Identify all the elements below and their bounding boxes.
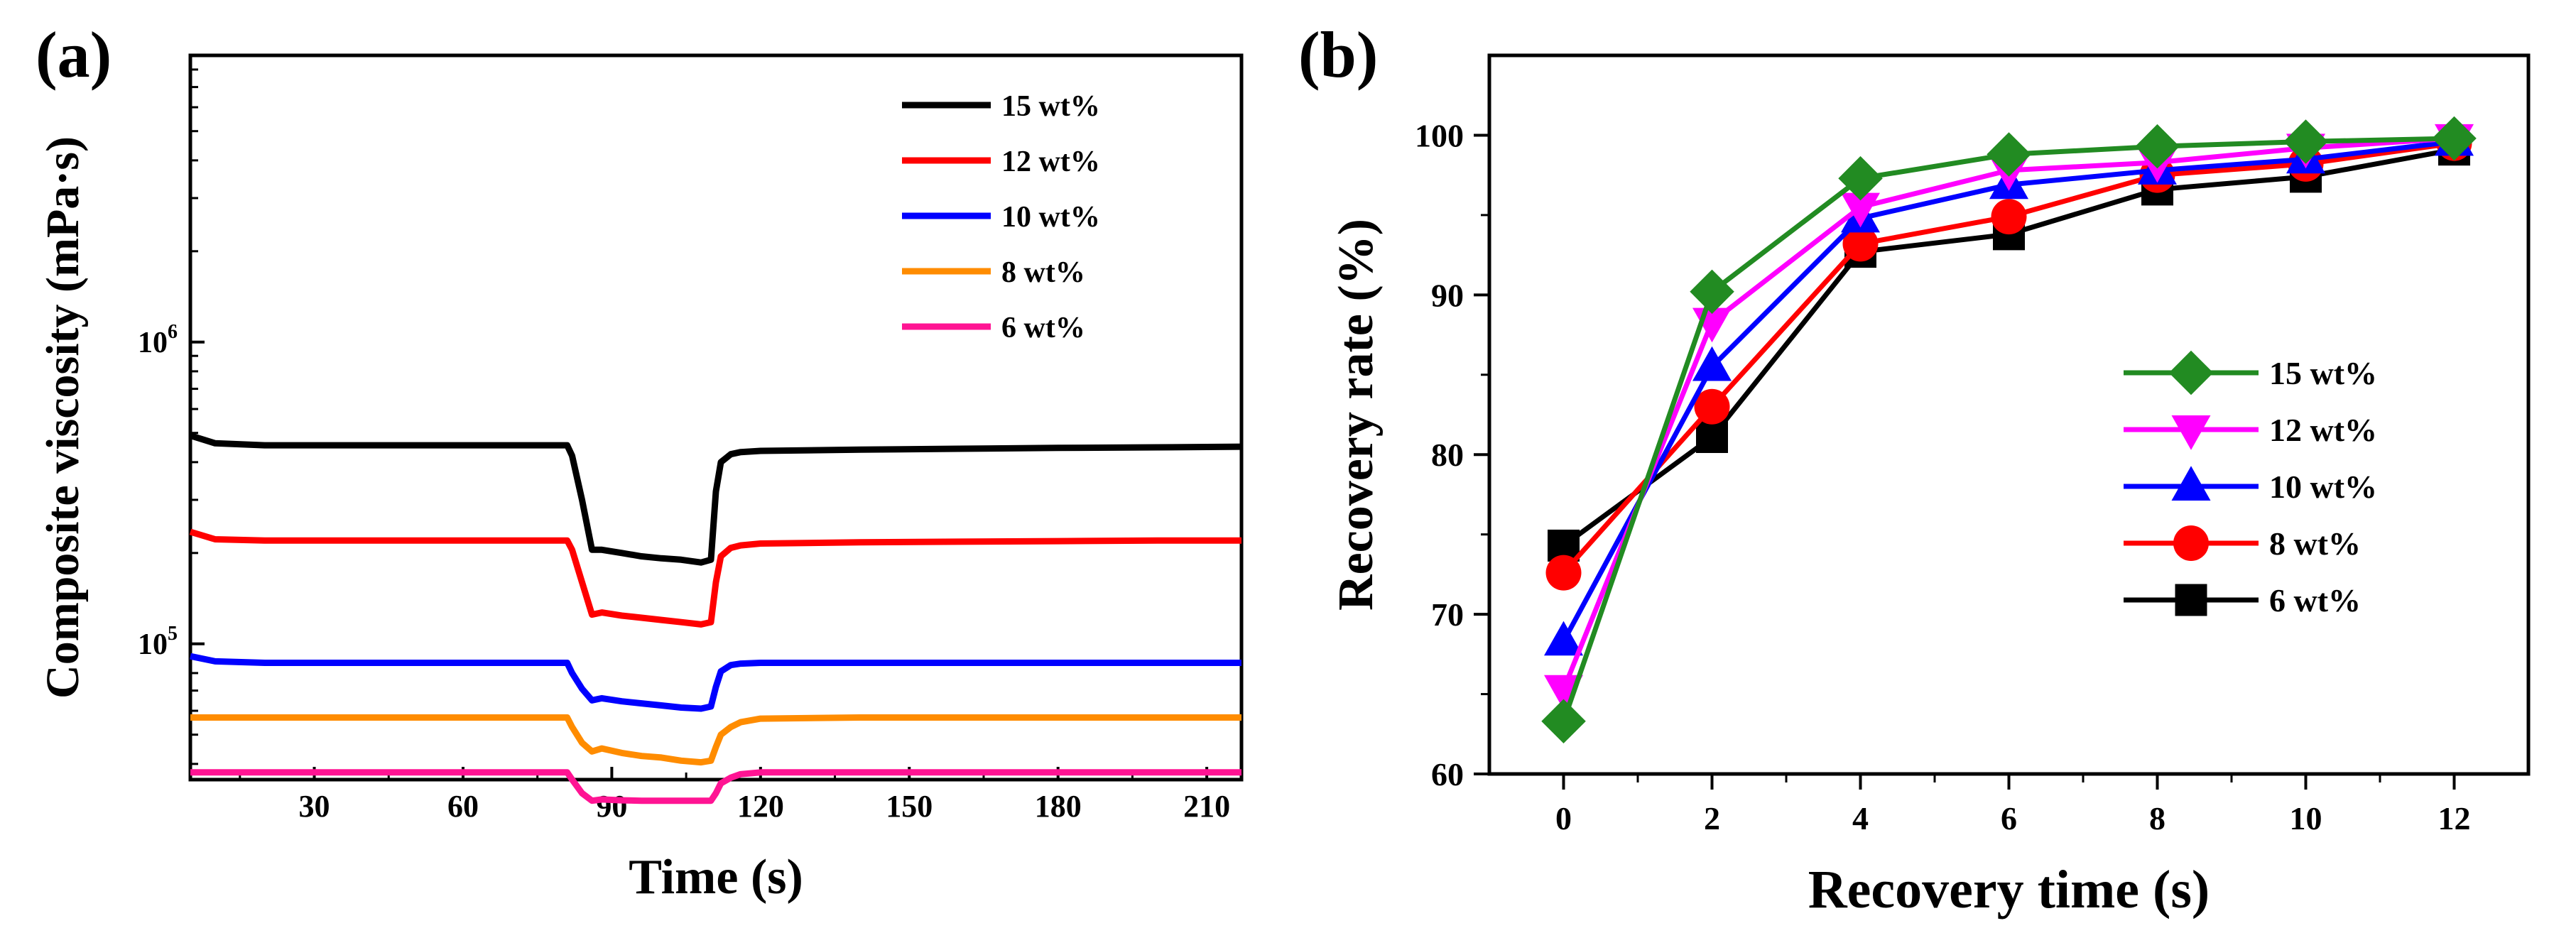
data-point-10-wt [1692,346,1732,381]
data-point-6-wt [1696,420,1728,453]
legend-label: 12 wt% [2269,412,2377,448]
data-point-12-wt [1544,675,1583,710]
y-tick-exponent: 6 [168,321,178,343]
data-point-15-wt [1541,699,1586,743]
y-tick-base: 10 [138,327,168,359]
legend-label: 6 wt% [1001,312,1085,344]
x-tick-label: 180 [1035,789,1082,824]
y-axis-label: Recovery rate (%) [1329,219,1384,611]
y-tick-label: 80 [1431,437,1464,473]
x-tick-label: 4 [1852,800,1869,836]
y-tick-label: 60 [1431,756,1464,792]
legend-label: 15 wt% [1001,90,1100,123]
x-tick-label: 30 [299,789,330,824]
x-tick-label: 210 [1183,789,1230,824]
x-tick-label: 0 [1555,800,1572,836]
data-point-15-wt [1987,132,2031,177]
y-tick-label: 70 [1431,596,1464,633]
data-point-15-wt [1838,156,1883,201]
data-point-10-wt [1544,621,1583,656]
legend-marker-6-wt [2175,584,2207,616]
panel-label: (b) [1298,18,1378,91]
y-tick-label: 90 [1431,277,1464,313]
data-point-8-wt [1545,555,1582,591]
legend-label: 12 wt% [1001,146,1100,178]
legend-marker-12-wt [2171,415,2211,450]
series-line-12-wt [189,528,1241,628]
legend-marker-8-wt [2173,525,2209,561]
data-point-8-wt [1694,388,1730,425]
x-tick-label: 2 [1704,800,1720,836]
data-point-15-wt [2135,124,2180,169]
x-tick-label: 8 [2149,800,2165,836]
data-point-15-wt [1690,269,1734,315]
series-line-8-wt [190,714,1241,766]
legend-marker-10-wt [2171,466,2211,501]
x-tick-label: 12 [2438,800,2471,836]
legend-label: 10 wt% [1001,201,1100,234]
x-tick-label: 120 [737,789,784,824]
panel-b: 0 2 4 6 8 10 12 60 70 80 90 100 15 wt% 12 wt% 10 wt% 8 … [1298,18,2531,920]
x-axis-label: Time (s) [629,850,803,905]
plot-frame [188,53,1244,782]
legend-label: 10 wt% [2269,469,2377,505]
y-tick-label: 100 [1415,117,1464,153]
series-line-10-wt [190,653,1241,712]
data-point-15-wt [2432,116,2477,161]
legend-label: 8 wt% [2269,525,2361,562]
y-tick-base: 10 [138,628,168,661]
x-tick-label: 6 [2001,800,2017,836]
x-tick-label: 90 [596,789,627,824]
series-line-6-wt [190,769,1241,804]
x-tick-label: 150 [886,789,933,824]
data-point-8-wt [1842,226,1879,262]
data-point-12-wt [1841,192,1880,228]
y-axis-label: Composite viscosity (mPa·s) [37,136,89,699]
y-tick-label: 105 [138,623,178,661]
y-tick-label: 106 [138,321,178,359]
data-point-8-wt [1991,199,2027,235]
panel-label: (a) [36,18,112,91]
series-line-15-wt [189,432,1242,566]
data-point-15-wt [2283,119,2328,164]
x-tick-label: 60 [447,789,479,824]
y-tick-exponent: 5 [168,623,178,645]
legend-label: 6 wt% [2269,582,2361,618]
x-axis-label: Recovery time (s) [1808,860,2210,920]
legend-marker-15-wt [2168,350,2214,395]
legend-label: 15 wt% [2269,355,2377,391]
legend-label: 8 wt% [1001,256,1085,289]
x-tick-label: 10 [2290,800,2322,836]
